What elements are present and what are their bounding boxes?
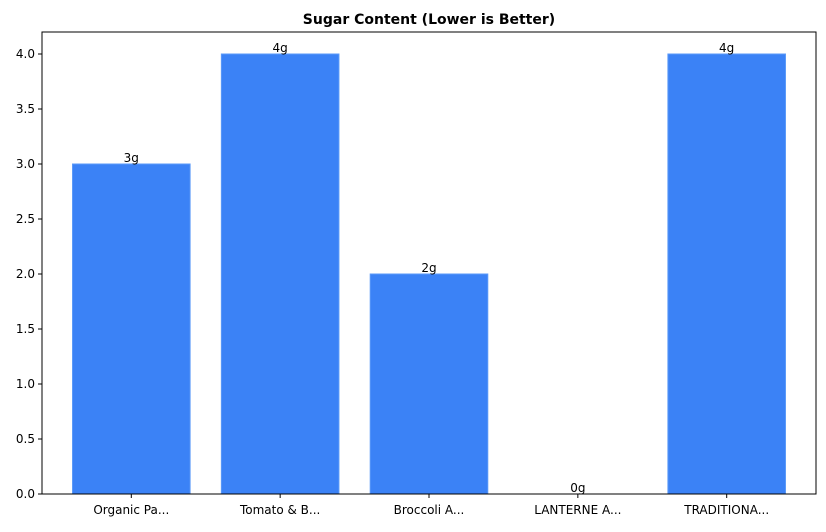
bar [369, 273, 489, 495]
bar [72, 163, 191, 495]
y-tick-label: 2.0 [16, 267, 35, 281]
x-tick-label: Broccoli A... [394, 503, 465, 517]
chart-title: Sugar Content (Lower is Better) [303, 12, 555, 28]
x-tick-label: Organic Pa... [93, 503, 169, 517]
y-tick-label: 3.0 [16, 157, 35, 171]
y-tick-label: 1.5 [16, 322, 35, 336]
x-tick-label: Tomato & B... [239, 503, 320, 517]
data-label: 4g [719, 41, 734, 55]
bar [667, 53, 786, 495]
x-tick-label: TRADITIONA... [683, 503, 769, 517]
y-tick-label: 4.0 [16, 47, 35, 61]
data-label: 2g [421, 261, 436, 275]
y-tick-label: 0.5 [16, 432, 35, 446]
x-tick-label: LANTERNE A... [534, 503, 621, 517]
y-tick-label: 1.0 [16, 377, 35, 391]
data-label: 3g [124, 151, 139, 165]
y-tick-label: 2.5 [16, 212, 35, 226]
plot-frame [41, 31, 817, 495]
y-tick-label: 0.0 [16, 487, 35, 501]
y-tick-label: 3.5 [16, 102, 35, 116]
data-label: 0g [570, 481, 585, 495]
bar [220, 53, 340, 495]
data-label: 4g [273, 41, 288, 55]
